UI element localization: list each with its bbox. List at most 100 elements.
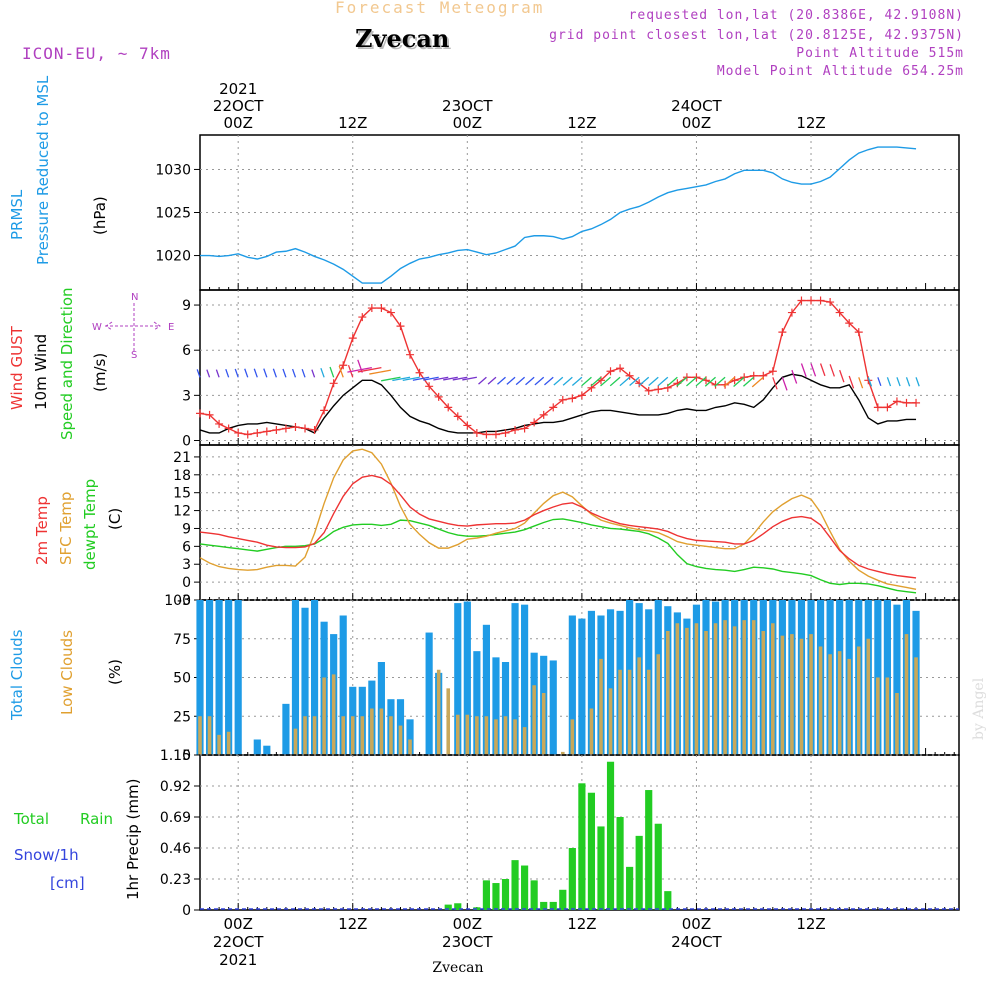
wind-arrow	[609, 376, 621, 387]
gust-marker	[883, 403, 892, 412]
wind-arrow	[686, 376, 697, 387]
wind-arrow	[638, 376, 650, 387]
total-cloud-bar	[215, 600, 223, 755]
gust-marker	[873, 403, 882, 412]
gust-marker	[415, 368, 424, 377]
compass-s: S	[131, 350, 137, 361]
rain-bar	[540, 901, 548, 910]
wind-arrow	[600, 376, 611, 387]
low-cloud-bar	[475, 716, 479, 755]
gust-marker	[291, 422, 300, 431]
low-cloud-bar	[599, 658, 603, 755]
low-cloud-bar	[350, 716, 355, 755]
gust-marker	[845, 319, 854, 328]
wind-arrow	[369, 369, 392, 375]
wind-arrow	[562, 376, 573, 386]
axis-label-low-clouds: Low Clouds	[58, 630, 76, 715]
wind-arrow	[357, 359, 363, 373]
total-cloud-bar	[263, 745, 271, 755]
low-cloud-bar	[322, 677, 326, 755]
low-cloud-bar	[666, 631, 670, 755]
low-cloud-bar	[455, 714, 460, 755]
low-cloud-bar	[828, 654, 832, 755]
low-cloud-bar	[331, 674, 336, 755]
wind-arrow	[487, 376, 497, 385]
rain-bar	[645, 790, 653, 910]
low-cloud-bar	[627, 669, 632, 755]
low-cloud-bar	[198, 716, 202, 755]
rain-bar	[501, 879, 510, 910]
gust-marker	[625, 371, 634, 380]
wind-arrow	[648, 376, 659, 387]
wind-arrow	[392, 376, 411, 382]
low-cloud-bar	[704, 631, 708, 755]
low-cloud-bar	[436, 669, 441, 755]
wind-arrow	[282, 368, 287, 378]
gust-marker	[243, 430, 252, 439]
low-cloud-bar	[341, 716, 345, 755]
y-tick-label-wind: 6	[182, 343, 191, 359]
total-cloud-bar	[606, 609, 615, 755]
wind-arrow	[357, 367, 382, 373]
wind-arrow	[311, 369, 316, 378]
wind-arrow	[791, 369, 798, 384]
axis-label-2m-temp: 2m Temp	[33, 496, 51, 565]
top-date-label: 24OCT	[671, 97, 722, 115]
y-tick-label-temperature: -3	[177, 593, 191, 609]
low-cloud-bar	[484, 716, 489, 755]
chart-title: Zvecan	[355, 24, 450, 53]
bottom-date-label: 12Z	[796, 915, 825, 933]
low-cloud-bar	[790, 634, 794, 755]
total-cloud-bar	[463, 601, 471, 755]
low-cloud-bar	[541, 693, 546, 755]
wind-arrow	[225, 368, 230, 378]
low-cloud-bar	[895, 693, 899, 755]
gust-marker	[434, 392, 443, 401]
rain-bar	[664, 891, 672, 910]
low-cloud-bar	[771, 623, 775, 755]
total-cloud-bar	[310, 600, 319, 755]
gust-marker	[253, 428, 262, 437]
low-cloud-bar	[217, 734, 221, 755]
gust-marker	[320, 406, 329, 415]
top-date-label: 00Z	[453, 114, 482, 132]
legend-rain: Rain	[80, 810, 113, 828]
wind-arrow	[839, 369, 845, 383]
low-cloud-bar	[370, 708, 374, 755]
grid-point-location: grid point closest lon,lat (20.8125E, 42…	[549, 28, 964, 43]
low-cloud-bar	[656, 654, 661, 755]
wind-arrow	[915, 377, 920, 387]
low-cloud-bar	[589, 708, 594, 755]
low-cloud-bar	[465, 714, 470, 755]
total-cloud-bar	[234, 600, 242, 755]
bottom-date-label: 2021	[219, 951, 257, 969]
low-cloud-bar	[694, 623, 699, 755]
y-tick-label-precip: 0.46	[160, 841, 191, 857]
wind-arrow	[723, 376, 736, 388]
rain-bar	[597, 826, 605, 910]
compass-icon	[105, 303, 161, 353]
gust-marker	[768, 367, 777, 376]
gust-marker	[329, 379, 338, 388]
wind-arrow	[905, 377, 911, 387]
bottom-date-label: 22OCT	[213, 933, 264, 951]
gust-marker	[281, 424, 290, 433]
legend-snow-unit: [cm]	[50, 874, 85, 892]
low-cloud-bar	[818, 646, 823, 755]
wind-arrow	[462, 376, 477, 381]
gust-marker	[787, 308, 796, 317]
low-cloud-bar	[532, 685, 536, 755]
rain-bar	[454, 903, 462, 910]
gust-marker	[816, 296, 825, 305]
gust-marker	[854, 328, 863, 337]
rain-bar	[530, 880, 538, 910]
total-cloud-bar	[578, 618, 586, 755]
wind-arrow	[206, 369, 211, 378]
rain-bar	[492, 883, 500, 910]
low-cloud-bar	[618, 669, 622, 755]
wind-arrow	[619, 376, 631, 387]
rain-bar	[635, 835, 643, 910]
top-date-label: 23OCT	[442, 97, 493, 115]
gust-marker	[511, 425, 520, 434]
total-cloud-bar	[492, 657, 500, 755]
